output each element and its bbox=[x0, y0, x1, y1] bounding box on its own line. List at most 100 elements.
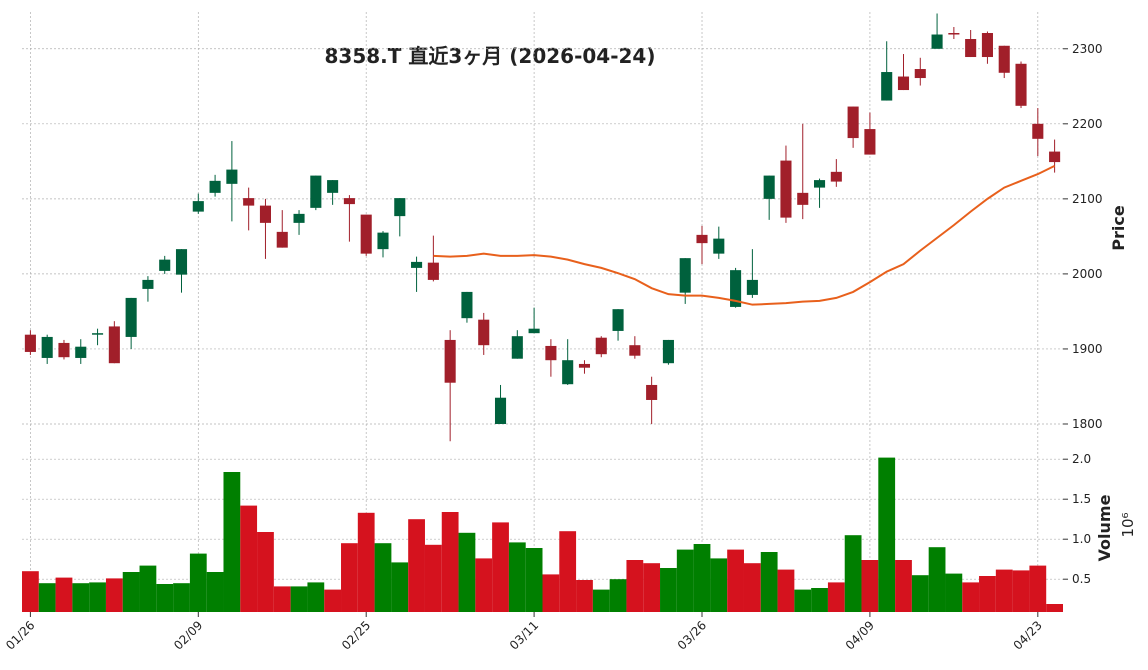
candle-body bbox=[578, 363, 591, 368]
volume-bar bbox=[710, 558, 728, 612]
x-tick-label: 02/25 bbox=[339, 618, 373, 652]
volume-tick-label: 1.5 bbox=[1072, 492, 1091, 506]
candle-body bbox=[327, 180, 339, 193]
volume-bar bbox=[341, 543, 358, 612]
volume-bar bbox=[895, 560, 912, 612]
candle-body bbox=[864, 129, 876, 155]
candle-body bbox=[763, 175, 775, 199]
volume-tick-label: 1.0 bbox=[1072, 532, 1091, 546]
candle-body bbox=[243, 198, 255, 206]
candle-body bbox=[41, 336, 53, 358]
candle-body bbox=[545, 345, 557, 361]
candle-body bbox=[914, 69, 926, 79]
candle-body bbox=[612, 309, 624, 331]
volume-bar bbox=[811, 588, 828, 612]
candle-body bbox=[494, 397, 507, 424]
candle-body bbox=[696, 234, 708, 244]
volume-bar bbox=[1012, 570, 1030, 612]
candle-body bbox=[562, 360, 574, 385]
x-tick-label: 03/11 bbox=[507, 618, 541, 652]
candle-body bbox=[797, 192, 809, 205]
volume-bar bbox=[878, 457, 896, 612]
volume-bar bbox=[290, 586, 308, 612]
volume-bar bbox=[408, 519, 425, 612]
volume-bar bbox=[576, 580, 593, 612]
candle-body bbox=[948, 33, 960, 35]
candle-body bbox=[259, 205, 272, 223]
volume-bar bbox=[794, 589, 812, 612]
candle-body bbox=[478, 319, 490, 346]
volume-bar bbox=[240, 505, 258, 612]
candle-body bbox=[226, 169, 238, 184]
volume-bar bbox=[660, 568, 677, 612]
candle-body bbox=[897, 76, 910, 91]
candle-body bbox=[1032, 123, 1044, 139]
volume-bar bbox=[55, 577, 73, 612]
volume-tick-label: 2.0 bbox=[1072, 452, 1091, 466]
candle-body bbox=[1015, 63, 1027, 106]
candle-body bbox=[713, 238, 725, 254]
volume-bar bbox=[475, 558, 493, 612]
candle-body bbox=[92, 333, 104, 335]
candle-body bbox=[192, 201, 204, 212]
candle-body bbox=[780, 160, 792, 218]
candle-body bbox=[125, 297, 137, 337]
candle-body bbox=[730, 270, 742, 307]
candle-body bbox=[511, 336, 523, 359]
candle-body bbox=[75, 346, 87, 358]
volume-bar bbox=[22, 571, 39, 612]
candle-body bbox=[444, 339, 456, 383]
x-tick-label: 01/26 bbox=[3, 618, 37, 652]
volume-offset-label: 10⁶ bbox=[1119, 512, 1137, 537]
volume-bar bbox=[424, 544, 442, 612]
candle-body bbox=[629, 345, 641, 356]
volume-bar bbox=[307, 582, 325, 612]
candle-body bbox=[646, 384, 658, 400]
volume-bar bbox=[777, 569, 795, 612]
volume-bar bbox=[979, 576, 996, 612]
candle-body bbox=[662, 339, 674, 364]
x-tick-label: 04/09 bbox=[843, 618, 877, 652]
volume-bar bbox=[257, 532, 274, 612]
volume-bar bbox=[458, 532, 476, 612]
candle-body bbox=[679, 258, 691, 293]
volume-bar bbox=[693, 544, 711, 612]
candle-body bbox=[360, 214, 372, 254]
candle-body bbox=[427, 262, 439, 280]
volume-bar bbox=[844, 535, 862, 612]
volume-bar bbox=[72, 583, 90, 612]
volume-bar bbox=[374, 543, 392, 612]
volume-bar bbox=[1029, 565, 1047, 612]
volume-bar bbox=[861, 560, 879, 612]
volume-bar bbox=[357, 512, 375, 612]
volume-axis-label: Volume bbox=[1095, 494, 1114, 561]
candle-body bbox=[24, 334, 36, 352]
volume-bar bbox=[559, 531, 577, 612]
volume-bar bbox=[727, 549, 744, 612]
volume-bar bbox=[441, 512, 459, 612]
volume-bar bbox=[391, 562, 409, 612]
volume-bar bbox=[827, 582, 845, 612]
volume-bar bbox=[760, 552, 778, 612]
volume-bar bbox=[911, 575, 929, 612]
volume-bar bbox=[928, 547, 946, 612]
y-tick-label: 2200 bbox=[1072, 117, 1103, 131]
candle-body bbox=[461, 291, 473, 319]
candle-body bbox=[998, 45, 1010, 73]
volume-tick-label: 0.5 bbox=[1072, 572, 1091, 586]
candle-body bbox=[58, 342, 70, 358]
y-tick-label: 2000 bbox=[1072, 267, 1103, 281]
candle-body bbox=[813, 180, 826, 188]
volume-bar bbox=[609, 579, 627, 612]
candle-body bbox=[310, 175, 322, 208]
candle-body bbox=[746, 279, 758, 295]
candle-body bbox=[847, 106, 859, 139]
candle-body bbox=[293, 213, 305, 223]
volume-bar bbox=[643, 563, 661, 612]
volume-bar bbox=[492, 522, 509, 612]
volume-bar bbox=[273, 586, 291, 612]
candle-body bbox=[595, 337, 607, 355]
candle-body bbox=[965, 39, 977, 58]
y-tick-label: 1900 bbox=[1072, 342, 1103, 356]
y-tick-label: 1800 bbox=[1072, 417, 1103, 431]
